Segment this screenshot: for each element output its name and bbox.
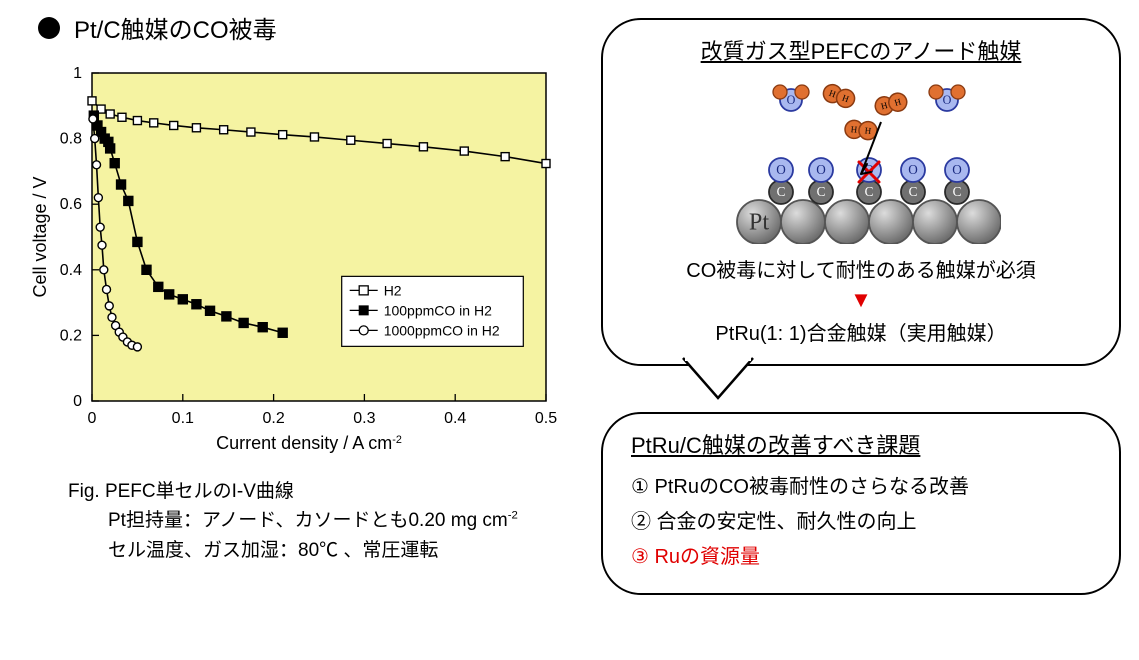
section-title-text: Pt/C触媒のCO被毒: [74, 10, 277, 45]
svg-text:0.3: 0.3: [353, 410, 375, 427]
bubble-line1: CO被毒に対して耐性のある触媒が必須: [629, 254, 1093, 283]
bubble-tail-icon: [683, 358, 753, 398]
svg-text:0.2: 0.2: [262, 410, 284, 427]
svg-text:1: 1: [73, 65, 82, 82]
svg-text:O: O: [776, 162, 786, 177]
bubble-title: 改質ガス型PEFCのアノード触媒: [629, 34, 1093, 66]
svg-text:O: O: [816, 162, 826, 177]
svg-text:O: O: [952, 162, 962, 177]
svg-text:0: 0: [73, 393, 82, 410]
issue-2: ② 合金の安定性、耐久性の向上: [631, 505, 1091, 534]
svg-text:H2: H2: [384, 282, 402, 298]
iv-chart: 0 0.1 0.2 0.3 0.4 0.5 0 0.2 0.4 0.6 0.8 1 Current de…: [28, 59, 578, 459]
section-title: Pt/C触媒のCO被毒: [38, 10, 578, 45]
svg-text:C: C: [909, 184, 918, 199]
svg-text:0.2: 0.2: [60, 327, 82, 344]
svg-text:O: O: [908, 162, 918, 177]
svg-text:0.4: 0.4: [444, 410, 466, 427]
svg-text:0.5: 0.5: [535, 410, 557, 427]
svg-text:1000ppmCO in H2: 1000ppmCO in H2: [384, 322, 500, 338]
issues-card: PtRu/C触媒の改善すべき課題 ① PtRuのCO被毒耐性のさらなる改善 ② …: [601, 412, 1121, 595]
issue-1: ① PtRuのCO被毒耐性のさらなる改善: [631, 470, 1091, 499]
svg-text:0.6: 0.6: [60, 196, 82, 213]
caption-line2: Pt担持量：アノード、カソードとも0.20 mg cm-2: [108, 506, 578, 535]
bullet-icon: [38, 17, 60, 39]
svg-text:Current density / A cm-2: Current density / A cm-2: [216, 433, 402, 453]
svg-text:100ppmCO in H2: 100ppmCO in H2: [384, 302, 492, 318]
svg-text:C: C: [953, 184, 962, 199]
svg-text:Cell voltage / V: Cell voltage / V: [30, 176, 50, 297]
svg-text:0.4: 0.4: [60, 262, 82, 279]
svg-text:C: C: [865, 184, 874, 199]
callout-bubble: 改質ガス型PEFCのアノード触媒 PtCOCOCOCOCOOOHHHHHH CO…: [601, 18, 1121, 366]
caption-line3: セル温度、ガス加湿：80℃ 、常圧運転: [108, 536, 578, 565]
svg-text:0.1: 0.1: [172, 410, 194, 427]
caption-line1: Fig. PEFC単セルのI-V曲線: [68, 477, 578, 506]
svg-text:C: C: [817, 184, 826, 199]
figure-caption: Fig. PEFC単セルのI-V曲線 Pt担持量：アノード、カソードとも0.20…: [68, 477, 578, 565]
svg-text:O: O: [943, 93, 952, 107]
svg-text:O: O: [787, 93, 796, 107]
svg-text:0: 0: [88, 410, 97, 427]
catalyst-diagram: PtCOCOCOCOCOOOHHHHHH: [721, 74, 1001, 244]
issues-title: PtRu/C触媒の改善すべき課題: [631, 428, 1091, 460]
svg-text:Pt: Pt: [749, 209, 769, 236]
issue-3: ③ Ruの資源量: [631, 540, 1091, 569]
bubble-line2: PtRu(1: 1)合金触媒（実用触媒）: [629, 317, 1093, 346]
down-triangle-icon: ▼: [629, 287, 1093, 313]
chart-svg: 0 0.1 0.2 0.3 0.4 0.5 0 0.2 0.4 0.6 0.8 1 Current de…: [28, 59, 558, 459]
svg-text:0.8: 0.8: [60, 131, 82, 148]
svg-text:C: C: [777, 184, 786, 199]
